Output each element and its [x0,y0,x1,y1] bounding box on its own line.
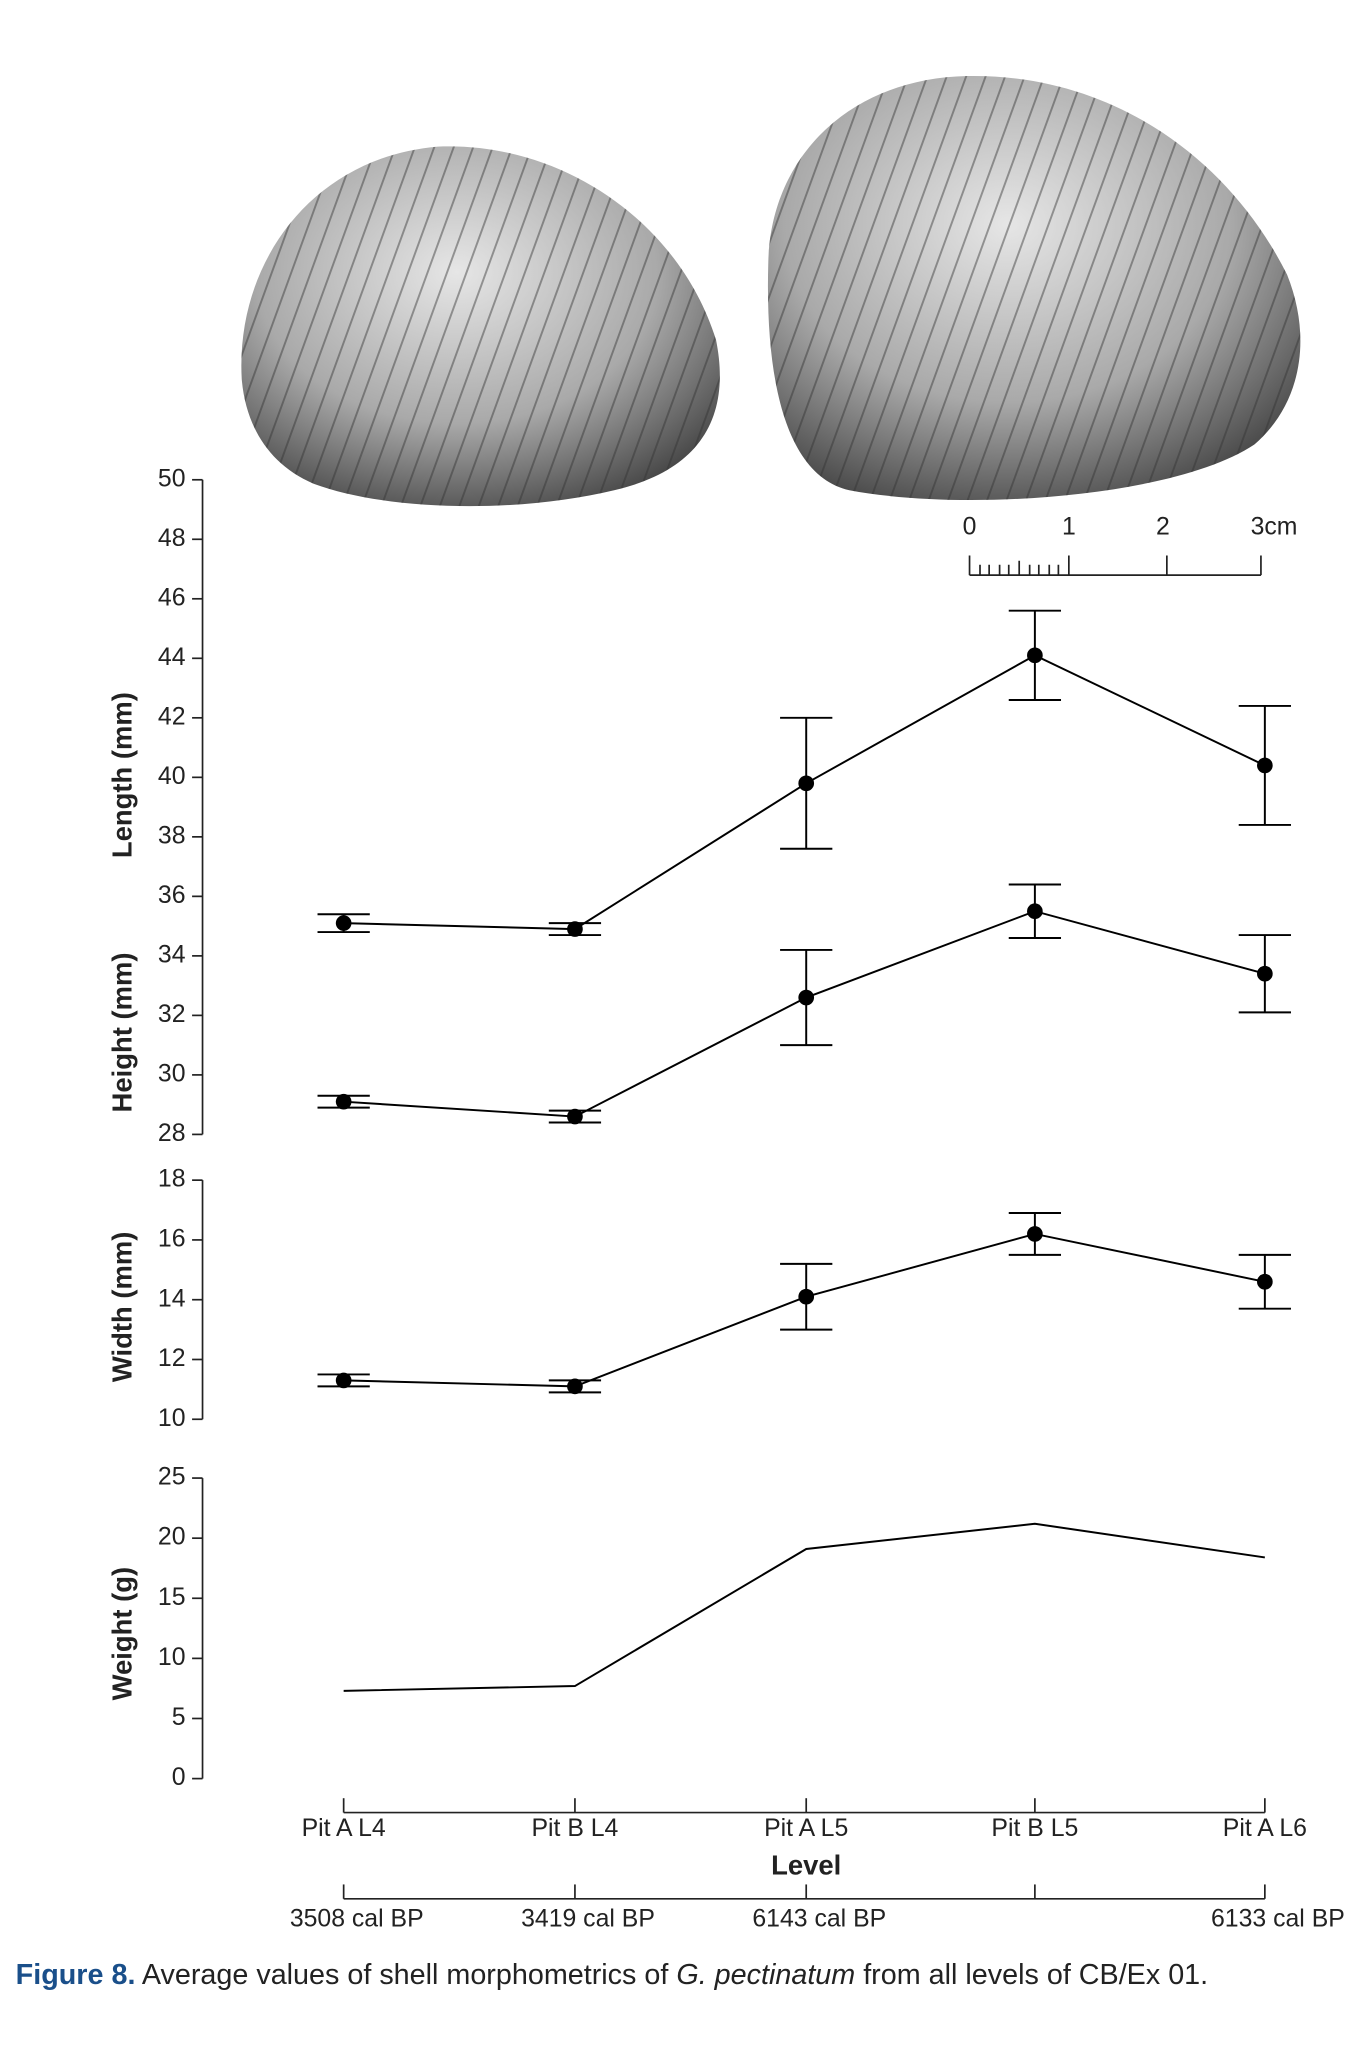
scale-label: 2 [1156,514,1170,541]
y-tick-label: 5 [172,1704,186,1731]
data-point [798,775,815,792]
caption-species: G. pectinatum [676,1959,855,1991]
x-tick-label: Pit A L4 [302,1815,386,1842]
data-point [1027,647,1043,664]
series-line [343,1522,1265,1692]
y-axis-label: Width (mm) [106,1232,137,1383]
y-tick-label: 48 [158,525,186,552]
series-line [343,654,1266,931]
date-label: 3419 cal BP [521,1905,655,1932]
y-tick-label: 44 [158,644,186,671]
y-tick-label: 50 [158,465,186,492]
x-tick-label: Pit B L4 [531,1815,618,1842]
x-tick-label: Pit A L5 [764,1815,848,1842]
scale-label: 1 [1062,514,1076,541]
y-tick-label: 28 [158,1120,186,1147]
scale-label: 3cm [1251,514,1298,541]
y-tick-label: 32 [158,1001,186,1028]
y-tick-label: 14 [158,1285,186,1312]
y-tick-label: 18 [158,1166,186,1193]
y-tick-label: 10 [158,1644,186,1671]
y-axis-label: Height (mm) [106,953,137,1113]
y-tick-label: 12 [158,1345,186,1372]
data-point [335,1372,352,1389]
data-point [567,1378,583,1395]
y-tick-label: 15 [158,1584,186,1611]
y-tick-label: 0 [172,1764,186,1791]
caption-text: Average values of shell morphometrics of [135,1959,676,1991]
caption-label: Figure 8. [16,1959,136,1991]
y-tick-label: 30 [158,1060,186,1087]
y-tick-label: 46 [158,584,186,611]
caption-text: from all levels of CB/Ex 01. [855,1959,1208,1991]
date-label: 6133 cal BP [1211,1905,1345,1932]
scale-bar: 0 1 2 3cm [963,514,1298,577]
data-point [1257,965,1273,982]
y-tick-label: 34 [158,941,186,968]
series-line [343,910,1266,1118]
y-axis-label: Length (mm) [106,692,137,858]
data-point [798,989,815,1006]
date-label: 3508 cal BP [290,1905,424,1932]
data-point [1257,1273,1273,1290]
data-point [1027,1226,1043,1242]
y-tick-label: 40 [158,763,186,790]
y-tick-label: 42 [158,703,186,730]
data-point [335,915,352,931]
y-tick-label: 38 [158,822,186,849]
data-point [567,1108,583,1125]
x-axis-label: Level [771,1850,841,1881]
data-point [1027,903,1043,920]
data-point [567,921,583,937]
y-tick-label: 36 [158,882,186,909]
series-line [343,1232,1266,1388]
date-label: 6143 cal BP [752,1905,886,1932]
scale-label: 0 [963,514,977,541]
y-tick-label: 10 [158,1405,186,1432]
data-point [1257,757,1273,774]
y-tick-label: 16 [158,1225,186,1252]
y-tick-label: 25 [158,1464,186,1491]
x-tick-label: Pit B L5 [991,1815,1078,1842]
y-tick-label: 20 [158,1524,186,1551]
y-axis-label: Weight (g) [106,1567,137,1701]
data-point [798,1288,815,1305]
caption: Figure 8. Average values of shell morpho… [16,1959,1208,1991]
x-tick-label: Pit A L6 [1223,1815,1307,1842]
shell-photos [241,75,1301,507]
data-point [335,1093,352,1110]
